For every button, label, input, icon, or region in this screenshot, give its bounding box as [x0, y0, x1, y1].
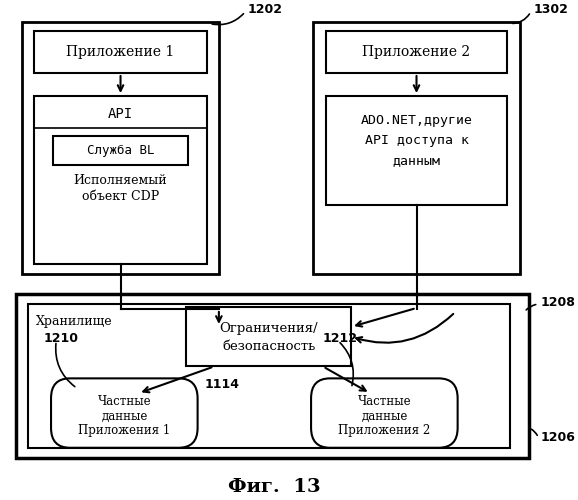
Text: 1202: 1202 [247, 3, 282, 16]
Text: 1206: 1206 [540, 432, 575, 444]
Text: данные: данные [101, 410, 147, 422]
Text: 1302: 1302 [533, 3, 569, 16]
Text: API доступа к: API доступа к [365, 134, 469, 147]
Text: 1114: 1114 [205, 378, 240, 392]
Bar [53, 136, 188, 166]
Text: Хранилище: Хранилище [35, 316, 112, 328]
Text: Исполняемый: Исполняемый [74, 174, 168, 186]
Text: данные: данные [361, 410, 407, 422]
Text: Приложения 1: Приложения 1 [78, 424, 171, 438]
Bar [16, 294, 529, 458]
Text: данным: данным [392, 154, 440, 167]
Text: 1212: 1212 [323, 332, 358, 345]
FancyBboxPatch shape [311, 378, 458, 448]
Bar [35, 32, 206, 73]
Text: Приложения 2: Приложения 2 [338, 424, 431, 438]
Bar [313, 22, 520, 274]
Text: Фиг.  13: Фиг. 13 [228, 478, 321, 496]
Bar [28, 304, 510, 448]
Text: безопасность: безопасность [222, 340, 315, 353]
Bar [35, 96, 206, 264]
Text: Приложение 1: Приложение 1 [66, 46, 175, 60]
Text: Частные: Частные [98, 394, 151, 407]
Bar [326, 32, 507, 73]
Text: 1210: 1210 [44, 332, 79, 345]
FancyBboxPatch shape [51, 378, 198, 448]
Bar [326, 96, 507, 205]
Bar [22, 22, 219, 274]
Text: 1208: 1208 [540, 296, 575, 308]
Text: Служба BL: Служба BL [87, 144, 154, 157]
Bar [186, 307, 351, 366]
Text: объект CDP: объект CDP [82, 190, 159, 203]
Text: Приложение 2: Приложение 2 [362, 46, 470, 60]
Text: Ограничения/: Ограничения/ [219, 322, 318, 336]
Text: Частные: Частные [358, 394, 411, 407]
Text: API: API [108, 106, 133, 120]
Text: ADO.NET,другие: ADO.NET,другие [361, 114, 472, 127]
